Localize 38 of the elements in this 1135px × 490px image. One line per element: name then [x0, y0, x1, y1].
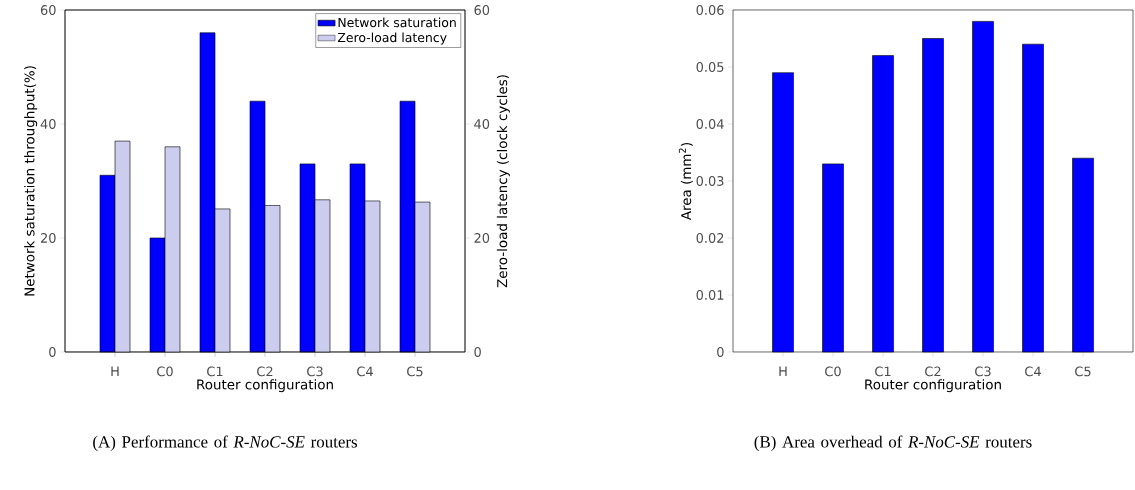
- x-tick-label: C1: [207, 366, 223, 377]
- x-tick-label: C4: [357, 366, 373, 377]
- y-tick-label: 0.02: [696, 233, 724, 243]
- y2-tick-label: 20: [474, 233, 490, 243]
- y2-tick-label: 0: [474, 347, 481, 357]
- x-axis-title: Router configuration: [197, 379, 333, 393]
- y-tick-label: 20: [40, 233, 56, 243]
- y-axis-title: Network saturation throughput(%): [24, 66, 38, 296]
- y-tick-label: 0.01: [696, 290, 724, 300]
- y2-tick-label: 40: [474, 119, 490, 129]
- x-tick-label: H: [779, 366, 787, 376]
- x-tick-label: H: [111, 366, 119, 376]
- x-tick-label: C3: [975, 366, 991, 377]
- x-axis-title: Router configuration: [865, 379, 1001, 393]
- x-tick-label: C0: [157, 366, 173, 377]
- text: (B) Area overhead of R-NoC-SE routers: [754, 435, 1032, 452]
- x-tick-label: C2: [925, 366, 941, 377]
- x-tick-label: C3: [307, 366, 323, 377]
- x-tick-label: C2: [257, 366, 273, 377]
- x-tick-label: C0: [825, 366, 841, 377]
- y-tick-label: 0.06: [696, 5, 724, 15]
- y-tick-label: 0.03: [696, 176, 724, 186]
- y-tick-label: 0: [717, 347, 724, 357]
- y-tick-label: 40: [40, 119, 56, 129]
- y-tick-label: 0.04: [696, 119, 724, 129]
- y-tick-label: 0: [49, 347, 56, 357]
- y-tick-label: 0.05: [696, 62, 724, 72]
- x-tick-label: C5: [1075, 366, 1091, 377]
- legend-label: Network saturation: [338, 17, 456, 28]
- legend-label: Zero-load latency: [337, 32, 447, 45]
- y-axis-title: Area (mm$^{2}$): [678, 142, 693, 221]
- y2-axis-title: Zero-load latency (clock cycles): [496, 75, 510, 288]
- x-tick-label: C1: [875, 366, 891, 377]
- y2-tick-label: 60: [474, 5, 490, 15]
- x-tick-label: C4: [1025, 366, 1041, 377]
- y-tick-label: 60: [40, 5, 56, 15]
- text: (A) Performance of R-NoC-SE routers: [93, 435, 358, 452]
- x-tick-label: C5: [407, 366, 423, 377]
